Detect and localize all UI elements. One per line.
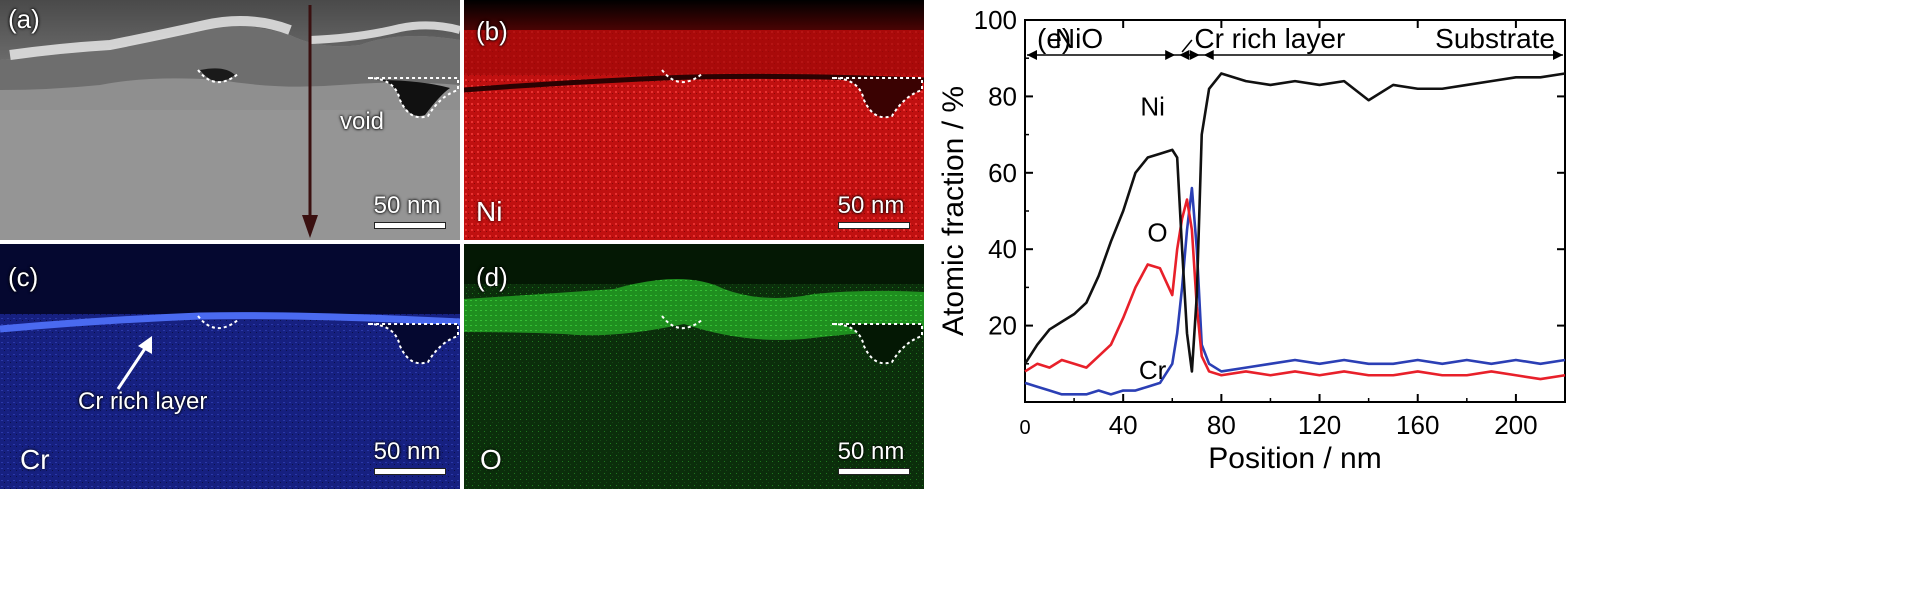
region-label-1: Cr rich layer xyxy=(1194,23,1345,54)
cr-map-graphic xyxy=(0,244,460,489)
o-map-graphic xyxy=(464,244,924,489)
tem-image-graphic xyxy=(0,0,460,240)
panel-d-label: (d) xyxy=(476,262,508,292)
cr-layer-pointer xyxy=(1181,39,1193,53)
panel-e-label: (e) xyxy=(1037,23,1071,54)
panel-b-scale-text: 50 nm xyxy=(837,192,905,219)
region-arrowhead-left-1 xyxy=(1179,50,1190,60)
curve-label-ni: Ni xyxy=(1140,92,1165,122)
curve-label-cr: Cr xyxy=(1139,355,1167,385)
panel-c-label: (c) xyxy=(8,262,39,292)
chart-axes xyxy=(1024,19,1566,403)
chart-text: 0 40 80 120 160 200 20 40 60 80 100 Position / nm At… xyxy=(937,5,1555,475)
panel-a-tem-image: (a) void 50 nm xyxy=(0,0,460,240)
y-tick-label-80: 80 xyxy=(988,81,1017,111)
region-arrowhead-left-2 xyxy=(1203,50,1214,60)
region-arrowhead-right-0 xyxy=(1165,50,1176,60)
series-line-cr xyxy=(1024,186,1566,396)
panel-c-element-label: Cr xyxy=(20,444,50,475)
region-arrowhead-left-0 xyxy=(1027,50,1037,60)
curve-label-o: O xyxy=(1147,218,1167,248)
panel-a-label: (a) xyxy=(8,4,40,34)
x-axis-label: Position / nm xyxy=(1208,442,1381,475)
panel-c-cr-map: (c) Cr rich layer Cr 50 nm xyxy=(0,244,460,489)
x-tick-label-80: 80 xyxy=(1207,410,1236,440)
y-tick-label-60: 60 xyxy=(988,158,1017,188)
region-label-2: Substrate xyxy=(1435,23,1555,54)
panel-a-scale-text: 50 nm xyxy=(373,192,441,219)
void-annotation: void xyxy=(340,108,385,135)
ni-map-graphic xyxy=(464,0,924,240)
panel-d-o-map: (d) O 50 nm xyxy=(464,244,924,489)
x-tick-label-40: 40 xyxy=(1109,410,1138,440)
panel-a-scale-bar xyxy=(374,222,446,229)
chart-series xyxy=(1023,72,1566,396)
y-tick-label-40: 40 xyxy=(988,234,1017,264)
panel-d-element-label: O xyxy=(480,444,502,475)
panel-d-scale-bar xyxy=(838,468,910,475)
region-arrowhead-right-1 xyxy=(1189,50,1200,60)
panel-d-scale-text: 50 nm xyxy=(837,438,905,465)
cr-rich-layer-annotation: Cr rich layer xyxy=(78,388,208,415)
x-tick-label-160: 160 xyxy=(1396,410,1439,440)
series-line-ni xyxy=(1023,72,1566,373)
panel-b-label: (b) xyxy=(476,16,508,46)
panel-b-scale-bar xyxy=(838,222,910,229)
x-tick-label-0: 0 xyxy=(1019,417,1030,439)
panel-c-scale-bar xyxy=(374,468,446,475)
region-arrowhead-right-2 xyxy=(1553,50,1563,60)
y-axis-label: Atomic fraction / % xyxy=(937,86,970,336)
panel-b-ni-map: (b) Ni 50 nm xyxy=(464,0,924,240)
composition-line-chart: 0 40 80 120 160 200 20 40 60 80 100 Position / nm At… xyxy=(937,5,1566,475)
panel-b-element-label: Ni xyxy=(476,196,503,227)
y-tick-label-20: 20 xyxy=(988,311,1017,341)
x-tick-label-200: 200 xyxy=(1494,410,1537,440)
x-tick-label-120: 120 xyxy=(1298,410,1341,440)
panel-c-scale-text: 50 nm xyxy=(373,438,441,465)
plot-frame xyxy=(1024,19,1566,403)
y-tick-label-100: 100 xyxy=(974,5,1017,35)
region-label-0: NiO xyxy=(1055,23,1103,54)
series-line-o xyxy=(1024,198,1566,381)
